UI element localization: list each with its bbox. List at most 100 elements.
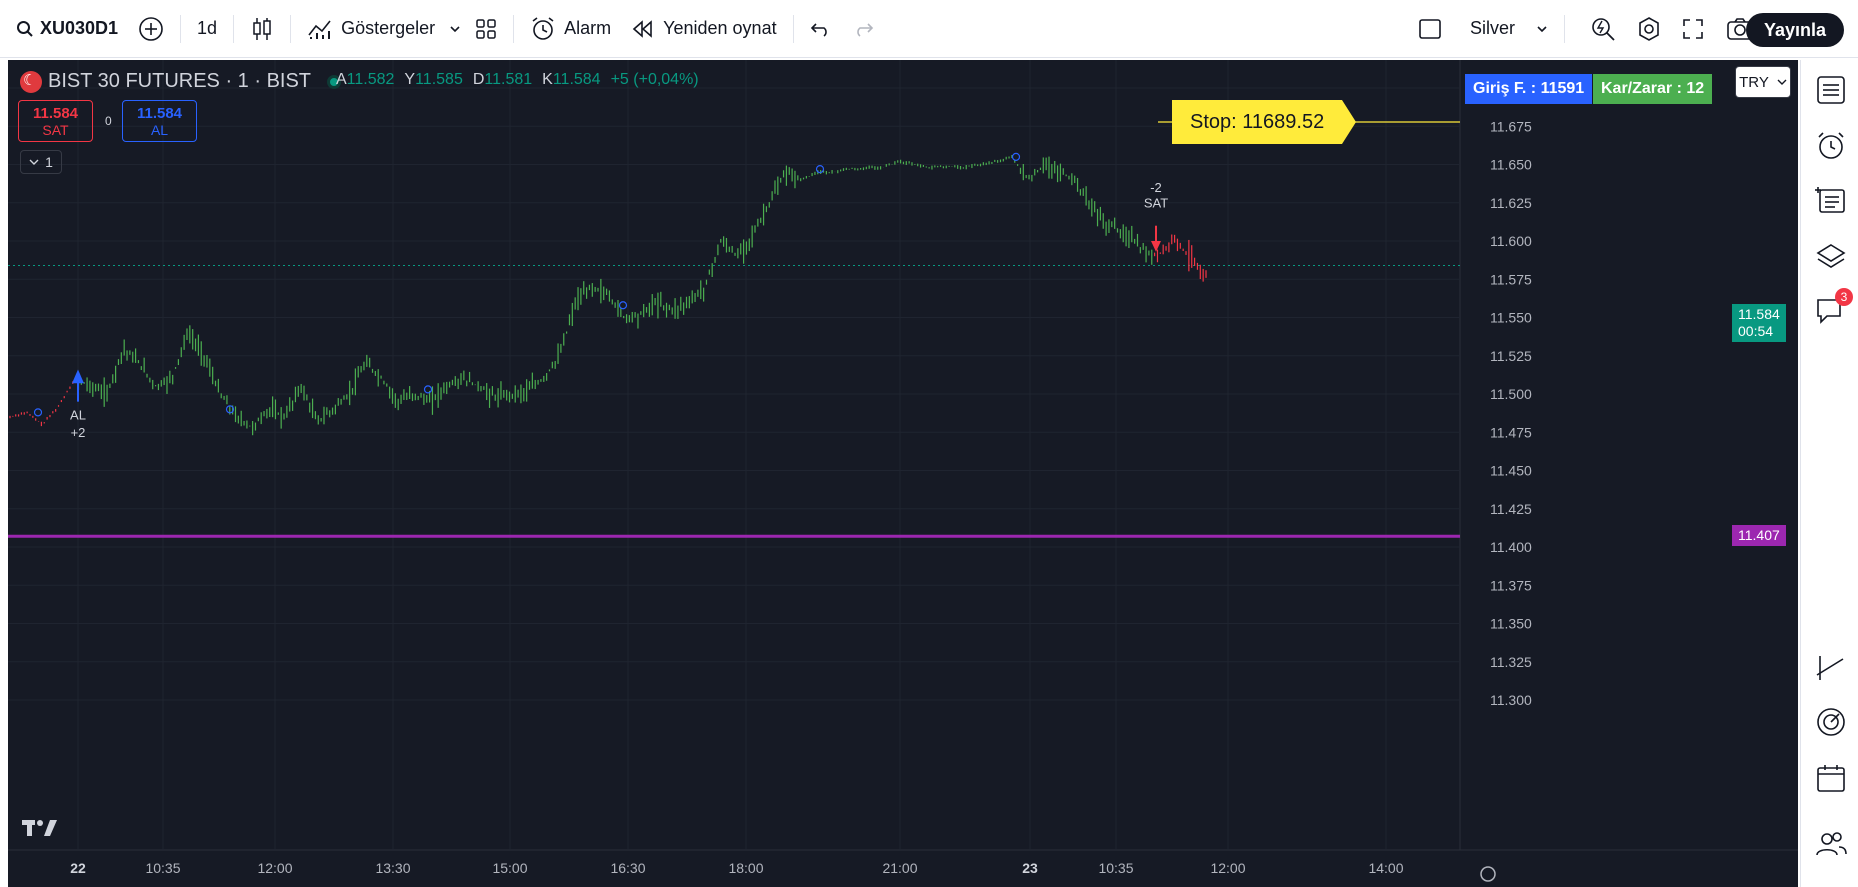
- watchlist-button[interactable]: [1815, 74, 1847, 106]
- time-tick-label: 10:35: [145, 860, 180, 876]
- price-tick-label: 11.575: [1490, 271, 1532, 287]
- price-tick-label: 11.525: [1490, 348, 1532, 364]
- layout-dropdown[interactable]: [1532, 9, 1552, 49]
- sell-signal-label: SAT: [1144, 195, 1168, 210]
- symbol-search[interactable]: XU030D1: [0, 9, 128, 49]
- symbol-title: BIST 30 FUTURES · 1 · BIST: [48, 70, 312, 92]
- price-tick-label: 11.600: [1490, 233, 1532, 249]
- layers-button[interactable]: [1815, 240, 1847, 272]
- layout-name: Silver: [1470, 18, 1516, 38]
- divider: [233, 14, 235, 43]
- chart-type-button[interactable]: [240, 9, 284, 49]
- level-price: 11.407: [1738, 527, 1780, 543]
- open-label: A: [336, 71, 347, 88]
- time-tick-label: 10:35: [1098, 860, 1133, 876]
- plus-circle-icon: [139, 16, 163, 41]
- compare-button[interactable]: [128, 9, 174, 49]
- chevron-down-icon: [1537, 25, 1547, 32]
- alerts-button[interactable]: [1815, 130, 1847, 162]
- calendar-icon: [1817, 765, 1845, 792]
- chart-legend[interactable]: BIST 30 FUTURES · 1 · BIST: [20, 70, 342, 93]
- buy-button[interactable]: 11.584 AL: [122, 100, 197, 142]
- ohlc-values: A11.582 Y11.585 D11.581 K11.584 +5 (+0,0…: [336, 71, 699, 89]
- chevron-down-icon: [29, 159, 39, 165]
- quick-search-button[interactable]: [1580, 9, 1626, 49]
- layouts-button[interactable]: [465, 9, 507, 49]
- sell-button[interactable]: 11.584 SAT: [18, 100, 93, 142]
- level-price-tag: 11.407: [1732, 525, 1786, 546]
- indicators-button[interactable]: Göstergeler: [297, 9, 445, 49]
- buy-signal-label: AL: [70, 408, 86, 423]
- time-tick-label: 22: [70, 860, 86, 876]
- price-tick-label: 11.450: [1490, 463, 1532, 479]
- undo-button[interactable]: [800, 9, 842, 49]
- rewind-icon: [632, 19, 652, 38]
- notification-badge: 3: [1835, 288, 1853, 306]
- chat-button[interactable]: 3: [1815, 288, 1853, 326]
- symbol-name: XU030D1: [40, 18, 119, 38]
- low-label: D: [472, 71, 485, 88]
- last-price-tag: 11.584 00:54: [1732, 304, 1786, 342]
- layout-name-button[interactable]: Silver: [1460, 9, 1525, 49]
- alarm-clock-icon: [532, 16, 554, 40]
- close-value: 11.584: [552, 71, 601, 88]
- time-tick-label: 23: [1022, 860, 1038, 876]
- high-label: Y: [404, 71, 416, 88]
- replay-button[interactable]: Yeniden oynat: [621, 9, 786, 49]
- list-icon: [1817, 76, 1845, 104]
- redo-button[interactable]: [842, 9, 884, 49]
- sell-signal-qty: -2: [1150, 180, 1162, 195]
- signal-marker: [423, 385, 433, 394]
- high-value: 11.585: [415, 71, 463, 88]
- tradingview-logo-icon: [22, 820, 57, 836]
- fullscreen-panel-button[interactable]: [1408, 9, 1452, 49]
- indicators-dropdown[interactable]: [445, 9, 465, 49]
- price-tick-label: 11.325: [1490, 654, 1532, 670]
- open-value: 11.582: [346, 71, 395, 88]
- currency-select[interactable]: TRY: [1735, 66, 1791, 98]
- market-open-icon: [327, 74, 342, 89]
- entry-price-badge: Giriş F. : 11591: [1465, 74, 1593, 104]
- trend-line-tool[interactable]: [1815, 652, 1847, 684]
- time-tick-label: 21:00: [882, 860, 917, 876]
- last-price: 11.584: [1738, 306, 1780, 322]
- target-tool[interactable]: [1815, 706, 1847, 738]
- time-tick-label: 12:00: [1210, 860, 1245, 876]
- divider: [290, 14, 292, 43]
- indicator-collapse-button[interactable]: 1: [20, 150, 62, 174]
- alarm-button[interactable]: Alarm: [520, 9, 621, 49]
- layers-icon: [1816, 244, 1846, 268]
- stop-label[interactable]: Stop: 11689.52: [1172, 100, 1357, 144]
- buy-arrowhead-icon: [72, 369, 84, 384]
- price-tick-label: 11.425: [1490, 501, 1532, 517]
- fullscreen-button[interactable]: [1672, 9, 1714, 49]
- alarm-clock-icon: [1818, 132, 1844, 159]
- price-tick-label: 11.625: [1490, 195, 1532, 211]
- search-icon: [17, 20, 33, 37]
- price-tick-label: 11.350: [1490, 616, 1532, 632]
- news-button[interactable]: [1815, 184, 1847, 216]
- time-tick-label: 15:00: [492, 860, 527, 876]
- bar-countdown: 00:54: [1738, 323, 1774, 339]
- close-label: K: [542, 71, 553, 88]
- interval-button[interactable]: 1d: [197, 18, 218, 38]
- low-value: 11.581: [484, 71, 533, 88]
- settings-button[interactable]: [1626, 9, 1672, 49]
- turkey-flag-icon: [20, 70, 42, 93]
- axis-settings-icon[interactable]: [1480, 866, 1496, 882]
- replay-label: Yeniden oynat: [663, 18, 777, 38]
- divider: [792, 14, 794, 43]
- community-button[interactable]: [1815, 828, 1847, 860]
- price-tick-label: 11.400: [1490, 539, 1532, 555]
- publish-button[interactable]: Yayınla: [1745, 13, 1844, 47]
- spread-value: 0: [105, 114, 112, 128]
- right-toolbar: 3: [1800, 60, 1858, 887]
- calendar-button[interactable]: [1815, 762, 1847, 794]
- grid-layout-icon: [476, 18, 496, 39]
- divider: [180, 14, 182, 43]
- chevron-down-icon: [450, 25, 460, 32]
- sell-label: SAT: [42, 121, 69, 138]
- tradingview-logo[interactable]: [22, 818, 58, 844]
